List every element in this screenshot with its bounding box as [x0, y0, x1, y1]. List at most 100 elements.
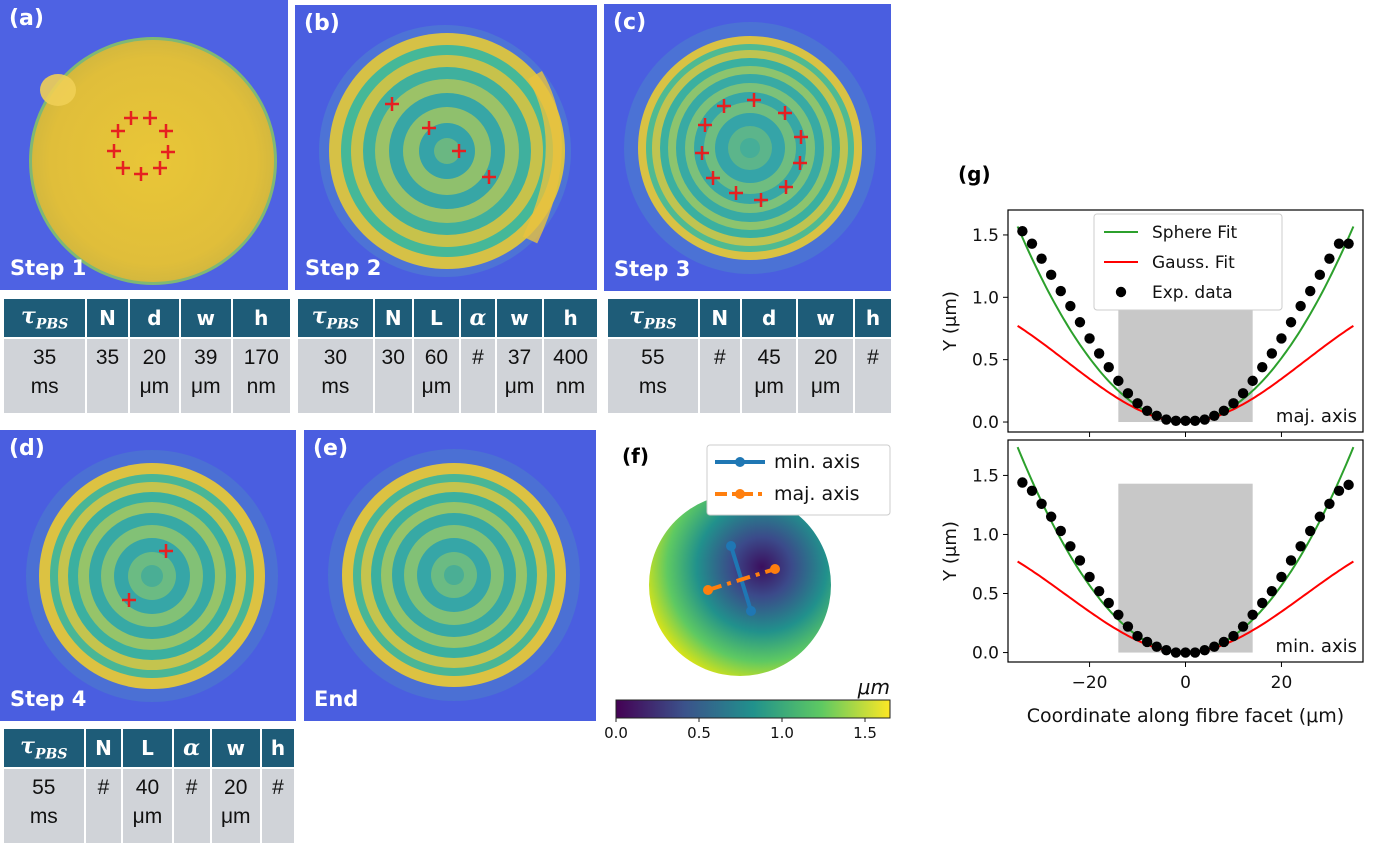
legend-maj-axis: maj. axis: [774, 483, 860, 505]
th-w: w: [212, 729, 260, 767]
th-n: N: [700, 299, 740, 337]
cell: 55 ms: [608, 339, 698, 413]
panel-e-label: (e): [313, 436, 348, 461]
legend-label: Sphere Fit: [1152, 223, 1238, 243]
panel-e-image: [304, 430, 596, 721]
x-tick-label: 20: [1271, 673, 1293, 693]
data-point: [1113, 376, 1123, 386]
param-table-4: τPBS N L α w h 55 ms # 40 μm # 20 μm #: [2, 727, 296, 845]
y-axis-label: Y (μm): [940, 291, 961, 352]
data-point: [1247, 610, 1257, 620]
cell: #: [700, 339, 740, 413]
th-w: w: [181, 299, 230, 337]
cell: #: [86, 769, 122, 843]
data-point: [1238, 621, 1248, 631]
axis-annotation: maj. axis: [1276, 406, 1357, 427]
data-point: [1324, 499, 1334, 509]
panel-c-image: [604, 4, 891, 291]
panel-d-image: [0, 430, 296, 721]
shaded-region: [1118, 484, 1252, 653]
y-tick-label: 1.0: [972, 525, 999, 545]
data-point: [1075, 555, 1085, 565]
data-point: [1343, 480, 1353, 490]
panel-c-step: Step 3: [614, 257, 690, 281]
data-point: [1180, 647, 1190, 657]
legend-label: Gauss. Fit: [1152, 253, 1235, 273]
data-point: [1238, 388, 1248, 398]
cell: 20 μm: [130, 339, 179, 413]
data-point: [1315, 270, 1325, 280]
th-w: w: [497, 299, 542, 337]
data-point: [1209, 641, 1219, 651]
data-point: [1247, 376, 1257, 386]
th-d: d: [130, 299, 179, 337]
legend-min-axis: min. axis: [774, 451, 860, 473]
cell: #: [174, 769, 210, 843]
data-point: [1017, 477, 1027, 487]
panel-a-image: [0, 0, 288, 290]
data-point: [1257, 598, 1267, 608]
th-h: h: [855, 299, 891, 337]
data-point: [1334, 486, 1344, 496]
data-point: [1104, 598, 1114, 608]
data-point: [1267, 348, 1277, 358]
th-tau: τPBS: [298, 299, 373, 337]
data-point: [1267, 586, 1277, 596]
panel-f: min. axis maj. axis μm 0.0 0.5 1.0 1.5 (…: [600, 430, 900, 760]
panel-c-label: (c): [613, 10, 646, 35]
cell: 45 μm: [742, 339, 797, 413]
data-point: [1036, 253, 1046, 263]
data-point: [1094, 348, 1104, 358]
data-point: [1152, 641, 1162, 651]
data-point: [1017, 226, 1027, 236]
cell: 35 ms: [4, 339, 85, 413]
data-point: [1113, 610, 1123, 620]
data-point: [1228, 631, 1238, 641]
panel-b-step: Step 2: [305, 256, 381, 280]
cell: #: [262, 769, 294, 843]
data-point: [1190, 647, 1200, 657]
colorbar: [616, 700, 890, 718]
panel-d-label: (d): [9, 436, 45, 461]
data-point: [1334, 238, 1344, 248]
data-point: [1324, 253, 1334, 263]
cell: 35: [87, 339, 127, 413]
param-table-2: τPBS N L α w h 30 ms 30 60 μm # 37 μm 40…: [296, 297, 599, 415]
data-point: [1132, 398, 1142, 408]
data-point: [1286, 317, 1296, 327]
data-point: [1065, 301, 1075, 311]
data-point: [1295, 541, 1305, 551]
x-axis-label: Coordinate along fibre facet (μm): [1027, 705, 1344, 727]
y-tick-label: 0.0: [972, 644, 999, 664]
data-point: [1295, 301, 1305, 311]
data-point: [1132, 631, 1142, 641]
cell: 30 ms: [298, 339, 373, 413]
cell: 40 μm: [123, 769, 171, 843]
cell: 37 μm: [497, 339, 542, 413]
th-alpha: α: [174, 729, 210, 767]
legend-label: Exp. data: [1152, 283, 1233, 303]
colorbar-tick: 1.5: [853, 724, 877, 742]
th-h: h: [544, 299, 597, 337]
panel-e: (e) End: [304, 430, 596, 721]
data-point: [1152, 411, 1162, 421]
panel-e-step: End: [314, 687, 358, 711]
panel-d-step: Step 4: [10, 687, 86, 711]
data-point: [1161, 645, 1171, 655]
data-point: [1027, 486, 1037, 496]
panel-b-label: (b): [304, 11, 340, 36]
cell: #: [855, 339, 891, 413]
y-tick-label: 1.0: [972, 288, 999, 308]
y-tick-label: 0.0: [972, 413, 999, 433]
th-l: L: [123, 729, 171, 767]
cell: 20 μm: [212, 769, 260, 843]
data-point: [1027, 238, 1037, 248]
data-point: [1065, 541, 1075, 551]
legend-marker: [1116, 287, 1126, 297]
data-point: [1046, 270, 1056, 280]
colorbar-unit: μm: [857, 675, 890, 699]
data-point: [1219, 637, 1229, 647]
data-point: [1142, 406, 1152, 416]
th-tau: τPBS: [4, 729, 84, 767]
x-tick-label: 0: [1180, 673, 1191, 693]
